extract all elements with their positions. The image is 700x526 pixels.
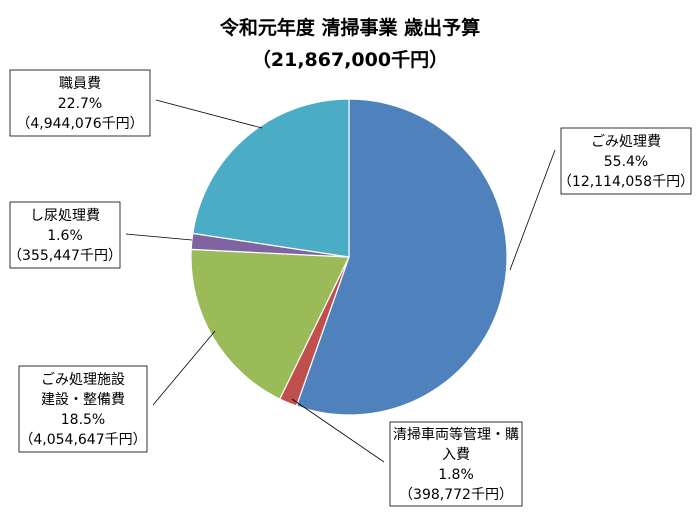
data-labels: ごみ処理費 55.4% （12,114,058千円） 清掃車両等管理・購入費 1.8% （… bbox=[8, 69, 694, 507]
chart-subtitle: （21,867,000千円） bbox=[252, 48, 448, 71]
pie-slices bbox=[190, 98, 508, 416]
label-box bbox=[9, 201, 121, 269]
label-box bbox=[560, 127, 692, 195]
slice-percent-label: 1.8% bbox=[438, 467, 474, 483]
slice-amount-label: （12,114,058千円） bbox=[558, 174, 694, 190]
data-label-4: し尿処理費 1.6% （355,447千円） bbox=[8, 201, 122, 269]
slice-name-label: 職員費 bbox=[59, 76, 101, 92]
leader-line-1 bbox=[509, 149, 556, 271]
slice-name-label: ごみ処理費 bbox=[591, 134, 661, 150]
slice-name-label: し尿処理費 bbox=[30, 208, 100, 224]
leader-line-4 bbox=[125, 233, 193, 241]
chart-title: 令和元年度 清掃事業 歳出予算 bbox=[220, 16, 480, 39]
slice-name-label: 入費 bbox=[442, 447, 470, 463]
slice-amount-label: （398,772千円） bbox=[399, 487, 513, 503]
data-label-1: ごみ処理費 55.4% （12,114,058千円） bbox=[558, 127, 694, 195]
data-label-2: 清掃車両等管理・購入費 1.8% （398,772千円） bbox=[389, 421, 523, 507]
leader-line-2 bbox=[291, 398, 385, 463]
slice-percent-label: 18.5% bbox=[61, 412, 105, 428]
pie-slice-5 bbox=[192, 98, 350, 258]
leader-lines bbox=[125, 99, 556, 463]
slice-name-label: ごみ処理施設 bbox=[41, 372, 125, 388]
label-box bbox=[18, 365, 148, 453]
pie-slice-3 bbox=[190, 248, 350, 400]
slice-name-label: 建設・整備費 bbox=[41, 392, 125, 408]
slice-percent-label: 22.7% bbox=[58, 96, 102, 112]
data-label-5: 職員費 22.7% （4,944,076千円） bbox=[9, 69, 151, 137]
label-box bbox=[389, 421, 523, 507]
slice-amount-label: （4,944,076千円） bbox=[16, 116, 143, 132]
slice-percent-label: 55.4% bbox=[604, 154, 648, 170]
label-box bbox=[9, 69, 151, 137]
leader-line-5 bbox=[155, 99, 263, 129]
slice-percent-label: 1.6% bbox=[47, 228, 83, 244]
leader-line-3 bbox=[152, 330, 216, 406]
slice-amount-label: （4,054,647千円） bbox=[19, 432, 146, 448]
slice-amount-label: （355,447千円） bbox=[8, 248, 122, 264]
slice-name-label: 清掃車両等管理・購 bbox=[393, 426, 519, 443]
